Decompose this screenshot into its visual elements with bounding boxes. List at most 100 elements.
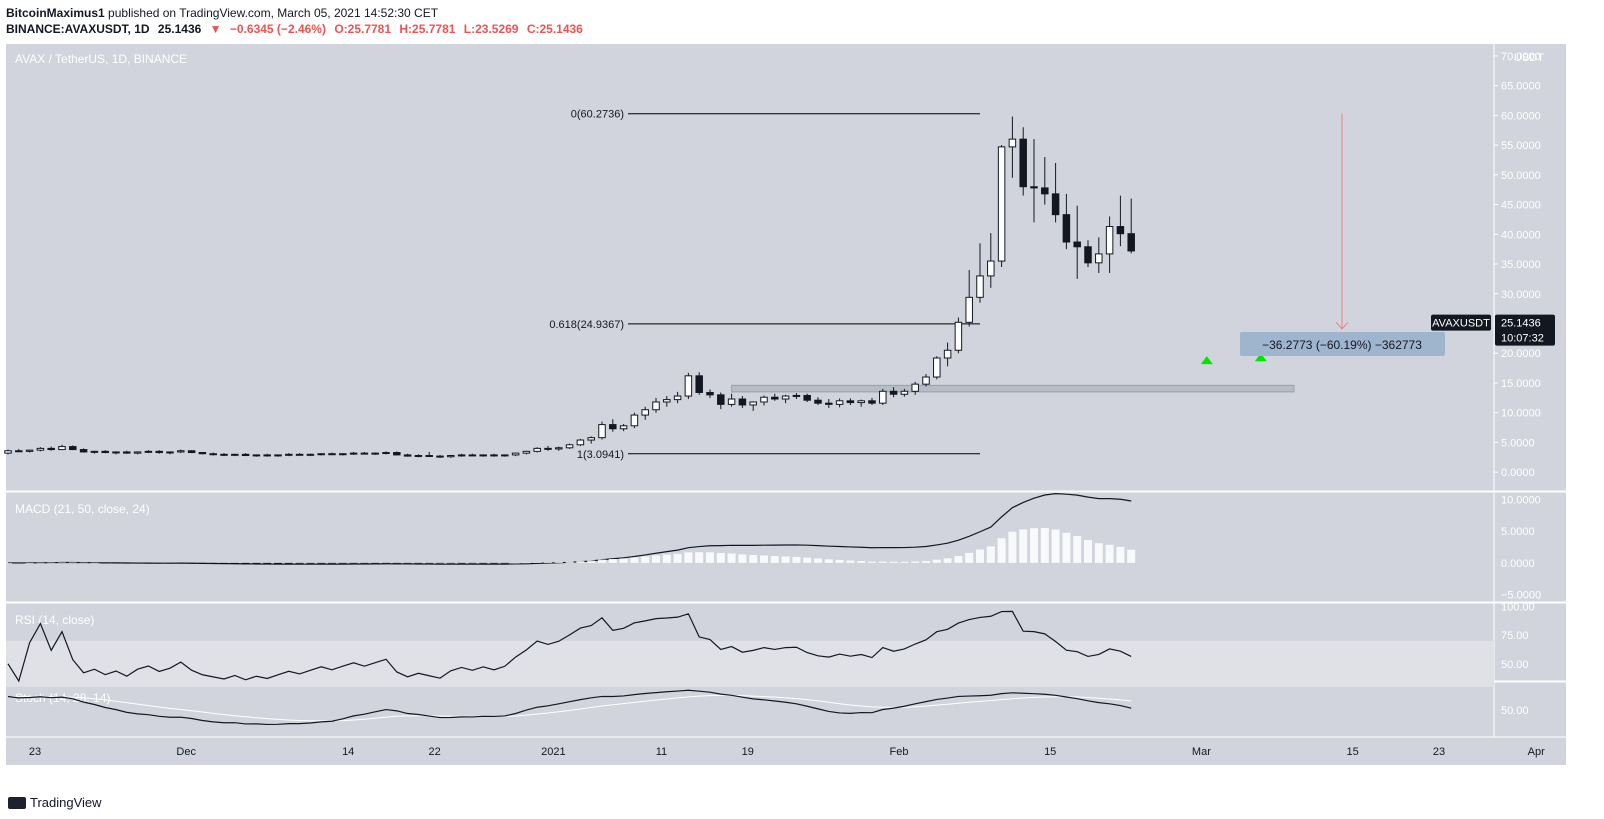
price-tick-label: 60.0000 <box>1501 110 1541 122</box>
macd-histogram-bar <box>101 562 110 564</box>
macd-histogram-bar <box>576 561 585 563</box>
macd-histogram-bar <box>425 562 434 564</box>
candle-body <box>760 396 768 403</box>
price-unit: USDT <box>1514 52 1544 64</box>
candle-body <box>695 375 703 393</box>
candle-body <box>252 454 261 457</box>
macd-histogram-bar <box>749 555 758 563</box>
candle-body <box>889 390 898 395</box>
fib-label: 0.618(24.9367) <box>549 319 624 331</box>
candle-body <box>25 449 34 452</box>
macd-histogram-bar <box>403 562 412 564</box>
candle-body <box>123 451 131 454</box>
candle-body <box>663 399 671 403</box>
candle-body <box>328 453 336 456</box>
candle-body <box>393 452 401 456</box>
candle-body <box>317 453 325 456</box>
chart-title: AVAX / TetherUS, 1D, BINANCE <box>15 52 187 66</box>
price-tick-label: 50.0000 <box>1501 170 1541 182</box>
candle-body <box>263 454 271 457</box>
macd-histogram-bar <box>792 556 801 563</box>
symbol-label: BINANCE:AVAXUSDT, 1D <box>6 22 150 36</box>
macd-histogram-bar <box>414 562 423 564</box>
rsi-tick-label: 50.00 <box>1501 659 1529 671</box>
macd-histogram-bar <box>770 556 779 563</box>
macd-label: MACD (21, 50, close, 24) <box>15 502 150 516</box>
candle-body <box>414 455 423 458</box>
high-value: H:25.7781 <box>399 22 456 36</box>
candle-body <box>965 296 973 323</box>
candle-body <box>241 453 250 457</box>
candle-body <box>1030 186 1038 189</box>
candle-body <box>727 398 736 405</box>
macd-histogram-bar <box>392 562 401 564</box>
macd-histogram-bar <box>522 562 531 564</box>
candle-body <box>533 447 541 452</box>
macd-histogram-bar <box>1051 529 1060 563</box>
candle-body <box>868 400 876 404</box>
change-value: −0.6345 (−2.46%) <box>229 22 326 36</box>
tradingview-logo[interactable]: TradingView <box>8 795 102 810</box>
candle-body <box>544 447 552 450</box>
countdown-label: 10:07:32 <box>1501 333 1544 345</box>
macd-histogram-bar <box>500 562 509 564</box>
stoch-tick-label: 50.00 <box>1501 705 1529 717</box>
candle-body <box>900 390 909 395</box>
macd-histogram-bar <box>900 561 909 563</box>
candle-body <box>641 409 649 416</box>
macd-histogram-bar <box>90 562 99 564</box>
macd-histogram-bar <box>868 561 876 563</box>
last-price-label: 25.1436 <box>1501 318 1541 330</box>
candle-body <box>457 454 466 457</box>
macd-histogram-bar <box>220 562 228 564</box>
candle-body <box>911 383 919 392</box>
macd-histogram-bar <box>554 561 563 563</box>
candle-body <box>749 401 757 406</box>
macd-histogram-bar <box>36 562 45 564</box>
candle-body <box>1008 138 1017 148</box>
candle-body <box>58 446 66 451</box>
macd-histogram-bar <box>727 553 736 563</box>
candle-body <box>846 400 855 404</box>
macd-histogram-bar <box>511 562 520 564</box>
rsi-tick-label: 100.00 <box>1501 601 1535 613</box>
candle-body <box>436 455 444 458</box>
macd-histogram-bar <box>14 562 23 564</box>
macd-tick-label: 0.0000 <box>1501 558 1535 570</box>
candle-body <box>15 450 23 453</box>
time-axis-label: 23 <box>1433 746 1445 758</box>
candle-body <box>112 451 120 454</box>
candle-body <box>857 400 865 404</box>
candle-body <box>1116 226 1125 235</box>
last-value: 25.1436 <box>157 22 202 36</box>
candle-body <box>360 452 369 455</box>
rsi-label: RSI (14, close) <box>15 613 94 627</box>
candle-body <box>501 454 509 457</box>
time-axis-label: 11 <box>656 746 667 758</box>
macd-histogram-bar <box>911 561 920 563</box>
author-name[interactable]: BitcoinMaximus1 <box>6 6 105 20</box>
candle-body <box>803 394 811 401</box>
macd-histogram-bar <box>857 561 866 563</box>
candle-body <box>511 452 520 456</box>
macd-histogram-bar <box>684 552 693 563</box>
candle-body <box>619 425 628 430</box>
macd-histogram-bar <box>954 555 963 563</box>
last-price-tag <box>1495 314 1555 346</box>
candle-body <box>933 357 941 378</box>
measure-label: −36.2773 (−60.19%) −362773 <box>1262 338 1422 352</box>
macd-histogram-bar <box>112 562 120 564</box>
candle-body <box>792 394 801 397</box>
candle-body <box>673 395 682 401</box>
candle-body <box>425 455 433 458</box>
macd-histogram-bar <box>598 559 606 563</box>
macd-histogram-bar <box>835 559 844 563</box>
macd-histogram-bar <box>608 559 617 563</box>
macd-histogram-bar <box>166 562 174 564</box>
candle-body <box>371 452 379 455</box>
candle-body <box>133 451 142 454</box>
candle-body <box>609 424 617 430</box>
time-axis-label: 15 <box>1044 746 1056 758</box>
candle-body <box>814 399 822 404</box>
